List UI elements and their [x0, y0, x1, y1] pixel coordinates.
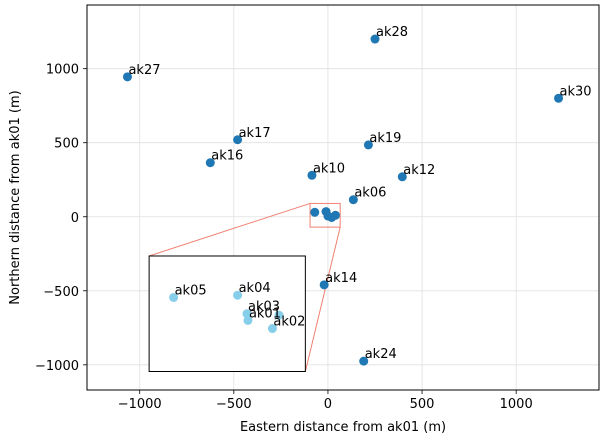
y-tick-label: 500 [54, 137, 79, 152]
x-tick-label: 1000 [500, 397, 533, 412]
point-label-ak14: ak14 [325, 271, 357, 286]
x-axis-label: Eastern distance from ak01 (m) [240, 420, 446, 435]
point-ak30 [554, 93, 564, 103]
point-label-ak19: ak19 [369, 131, 401, 146]
point-ak17 [233, 135, 243, 145]
point-label-ak27: ak27 [128, 63, 160, 78]
zoom-connector-line [304, 226, 341, 372]
inset-label-ak01: ak01 [249, 306, 281, 321]
points: ak28 ak27 ak30 ak17 ak19 ak16 ak10 ak12 ak06 ak14… [122, 25, 592, 366]
point-label-ak12: ak12 [403, 163, 435, 178]
point-ak14 [319, 280, 329, 290]
point-ak24 [359, 356, 369, 366]
zoom-connector-line [148, 202, 311, 257]
x-tick-label: 0 [324, 397, 332, 412]
zoom-box [309, 202, 341, 228]
point-label-ak28: ak28 [376, 25, 408, 40]
inset-point-ak04 [233, 290, 243, 300]
x-tick-label: −1000 [118, 397, 162, 412]
point-ak19 [363, 140, 373, 150]
point-ak12 [397, 172, 407, 182]
x-tick-label: −500 [216, 397, 252, 412]
inset-label-ak03: ak03 [248, 300, 280, 315]
point-label-ak16: ak16 [211, 149, 243, 164]
cluster-point [330, 210, 340, 220]
inset-point-ak05 [169, 292, 179, 302]
point-label-ak17: ak17 [239, 126, 271, 141]
x-tick-label: 500 [410, 397, 435, 412]
inset-label-ak04: ak04 [239, 281, 271, 296]
point-label-ak10: ak10 [313, 161, 345, 176]
point-label-ak06: ak06 [354, 186, 386, 201]
point-ak16 [205, 158, 215, 168]
ticks: −1000 −500 0 500 1000 −1000 −500 0 500 1000 [35, 63, 533, 412]
inset-point [274, 310, 284, 320]
inset-point-ak01 [243, 315, 253, 325]
point-label-ak24: ak24 [365, 347, 397, 362]
inset-point-ak02 [267, 324, 277, 334]
point-label-ak30: ak30 [560, 84, 592, 99]
y-tick-label: −500 [43, 285, 79, 300]
inset-label-ak05: ak05 [175, 283, 207, 298]
point-ak10 [307, 170, 317, 180]
y-axis-label: Northern distance from ak01 (m) [8, 90, 23, 304]
cluster-point [310, 207, 320, 217]
inset-label-ak02: ak02 [273, 315, 305, 330]
y-tick-label: 0 [71, 211, 79, 226]
point-ak27 [122, 72, 132, 82]
inset-point-ak03 [242, 309, 252, 319]
point-ak06 [348, 195, 358, 205]
point-ak28 [370, 34, 380, 44]
plot-frame [86, 4, 600, 391]
y-tick-label: 1000 [46, 63, 79, 78]
y-tick-label: −1000 [35, 359, 79, 374]
zoom-connector [148, 202, 341, 372]
